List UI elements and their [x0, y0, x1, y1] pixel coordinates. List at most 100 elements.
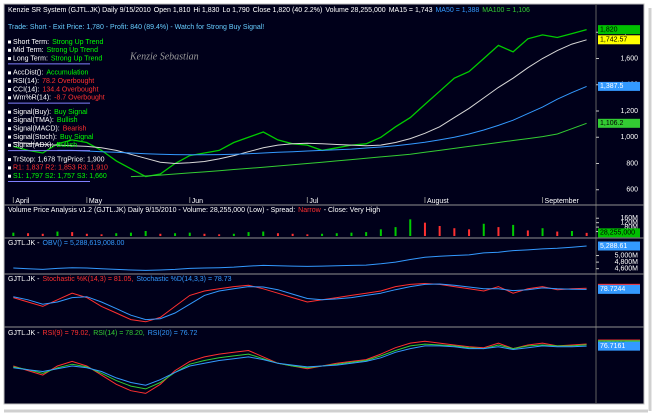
label-text: R1: 1,837 R2: 1,853 R3: 1,910: [13, 165, 108, 172]
label-text: Stochastic %D(14,3,3) = 78.73: [136, 276, 231, 283]
x-tick-label: Jun: [192, 198, 203, 205]
end-label-box: [598, 241, 640, 251]
end-label: 1,820: [600, 26, 618, 33]
volume-bar: [159, 233, 162, 236]
volume-bar: [188, 232, 191, 236]
label-text: Signal(Buy):: [13, 109, 51, 116]
volume-bar: [556, 231, 559, 236]
y-tick-label: 1,000: [620, 134, 638, 141]
volume-bar: [394, 227, 397, 236]
volume-bar: [291, 233, 294, 236]
bullet: [8, 143, 11, 147]
watermark: Kenzie Sebastian: [129, 51, 199, 62]
label-text: Volume Price Analysis v1.2 (GJTL.JK) Dai…: [8, 207, 295, 214]
series-line: [13, 343, 587, 390]
bullet: [8, 48, 11, 52]
label-text: Volume 28,255,000: [325, 7, 385, 14]
label-text: Long Term:: [13, 55, 48, 62]
series-line: [13, 28, 587, 178]
series-line: [57, 85, 587, 156]
volume-bar: [100, 234, 103, 236]
bullet: [8, 110, 11, 114]
series-line: [13, 39, 587, 165]
label-text: Short Term:: [13, 39, 49, 46]
x-tick-label: April: [15, 198, 29, 205]
volume-bar: [570, 231, 573, 236]
end-label-box: [598, 228, 640, 238]
bullet: [8, 88, 11, 91]
end-label: 78.7244: [600, 286, 625, 293]
volume-bar: [262, 231, 265, 236]
label-text: -8.7 Overbought: [54, 95, 105, 102]
x-tick-label: May: [89, 198, 103, 205]
bullet: [8, 71, 11, 75]
volume-bar: [174, 233, 177, 236]
label-text: Strong Up Trend: [52, 39, 103, 46]
end-label: 1,742.57: [600, 37, 627, 44]
y-tick-label: 160M: [620, 215, 638, 222]
bullet: [8, 57, 11, 61]
label-text: CCI(14):: [13, 86, 40, 93]
y-tick-label: 4,800M: [615, 259, 639, 266]
end-label-box: [598, 25, 640, 35]
volume-bar: [497, 227, 500, 236]
label-text: Signal(MACD):: [13, 126, 60, 133]
volume-bar: [56, 231, 59, 236]
end-label: 5,288.61: [600, 243, 627, 250]
label-text: GJTL.JK -: [8, 240, 40, 247]
label-text: - Close: Very High: [324, 207, 381, 214]
label-text: Open 1,810: [154, 7, 191, 14]
label-text: RSI(14):: [13, 78, 39, 85]
series-line: [130, 122, 587, 178]
bullet: [8, 158, 11, 162]
y-tick-label: 600: [626, 187, 638, 194]
label-text: Strong Up Trend: [51, 55, 102, 62]
label-text: RSI(14) = 78.20,: [93, 330, 145, 337]
volume-bar: [321, 233, 324, 236]
end-label: 1,106.2: [600, 120, 623, 127]
label-text: 134.4 Overbought: [42, 86, 98, 93]
volume-bar: [232, 233, 235, 236]
x-tick-label: August: [427, 198, 449, 205]
chart-background: [3, 3, 645, 405]
volume-bar: [350, 232, 353, 236]
volume-bar: [453, 228, 456, 236]
bullet: [8, 135, 11, 139]
label-text: Buy Signal: [60, 134, 94, 141]
label-text: Kenzie SR System (GJTL.JK) Daily 9/15/20…: [8, 7, 151, 14]
volume-bar: [203, 233, 206, 236]
label-text: Stochastic %K(14,3) = 81.05,: [43, 276, 134, 283]
label-text: Signal(ADX):: [13, 142, 54, 149]
label-text: Mid Term:: [13, 47, 44, 54]
label-text: RSI(20) = 76.72: [148, 330, 198, 337]
y-tick-label: 4,600M: [615, 266, 639, 273]
label-text: MA15 = 1,743: [389, 7, 433, 14]
volume-bar: [482, 223, 485, 236]
volume-bar: [41, 233, 44, 236]
end-label-box: [598, 35, 640, 45]
end-label: 28,255,000: [600, 230, 635, 237]
bullet: [8, 96, 11, 100]
label-text: GJTL.JK -: [8, 330, 40, 337]
bullet: [8, 79, 11, 83]
volume-bar: [247, 232, 250, 236]
label-text: GJTL.JK -: [8, 276, 40, 283]
label-text: RSI(9) = 79.02,: [43, 330, 91, 337]
volume-bar: [306, 234, 309, 236]
volume-bar: [12, 232, 15, 236]
label-text: Close 1,820 (40 2.2%): [253, 7, 323, 14]
end-label: 76.7161: [600, 343, 625, 350]
label-text: Wm%R(14):: [13, 95, 51, 102]
volume-bar: [541, 228, 544, 236]
volume-bar: [335, 233, 338, 236]
volume-bar: [365, 232, 368, 236]
label-text: Hi 1,830: [193, 7, 219, 14]
label-text: MA50 = 1,388: [435, 7, 479, 14]
x-tick-label: Jul: [309, 198, 318, 205]
label-text: Signal(TMA):: [13, 117, 54, 124]
label-text: Bullish: [57, 117, 78, 124]
series-line: [13, 345, 587, 386]
end-label: 1,387.5: [600, 83, 623, 90]
label-text: S1: 1,797 S2: 1,757 S3: 1,660: [13, 173, 107, 180]
